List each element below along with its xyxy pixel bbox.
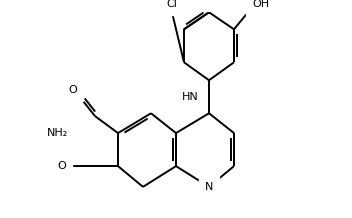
Text: N: N xyxy=(205,182,213,192)
Text: NH₂: NH₂ xyxy=(47,128,68,138)
Text: OH: OH xyxy=(252,0,269,9)
Text: O: O xyxy=(57,161,66,171)
Text: Cl: Cl xyxy=(166,0,177,9)
Text: HN: HN xyxy=(182,92,199,102)
Text: O: O xyxy=(68,85,77,95)
